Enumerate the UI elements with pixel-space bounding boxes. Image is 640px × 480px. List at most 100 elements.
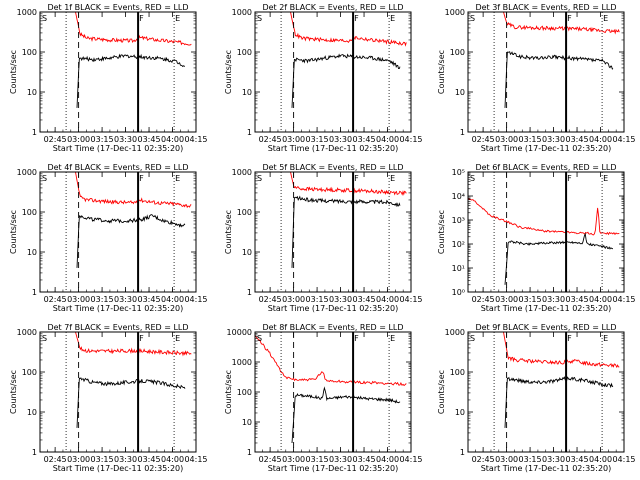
x-tick-label: 04:00 <box>589 135 612 144</box>
y-tick-label: 1000 <box>232 168 252 177</box>
y-tick-label: 10 <box>27 248 37 257</box>
x-tick-label: 03:00 <box>495 455 518 464</box>
marker-letter-s: S <box>470 334 475 343</box>
x-tick-label: 04:15 <box>399 135 422 144</box>
marker-letter-s: S <box>470 174 475 183</box>
x-tick-label: 03:00 <box>495 295 518 304</box>
x-tick-label: 04:00 <box>161 135 184 144</box>
y-axis-label: Counts/sec <box>9 370 18 414</box>
y-tick-label: 1000 <box>445 328 465 337</box>
marker-letter-e: E <box>603 334 608 343</box>
y-axis-label: Counts/sec <box>437 210 446 254</box>
y-tick-label: 1 <box>32 288 37 297</box>
y-tick-label: 1 <box>460 128 465 137</box>
x-tick-label: 03:15 <box>91 455 114 464</box>
x-axis-label: Start Time (17-Dec-11 02:35:20) <box>481 144 612 153</box>
y-tick-label: 1000 <box>17 328 37 337</box>
x-tick-label: 04:15 <box>612 455 635 464</box>
series-line-events <box>76 377 186 428</box>
y-tick-label: 100 <box>22 208 37 217</box>
x-axis-label: Start Time (17-Dec-11 02:35:20) <box>53 304 184 313</box>
x-tick-label: 03:15 <box>519 135 542 144</box>
y-tick-label: 1 <box>32 448 37 457</box>
plot-frame <box>254 171 412 293</box>
x-axis-label: Start Time (17-Dec-11 02:35:20) <box>53 464 184 473</box>
x-tick-label: 03:30 <box>114 295 137 304</box>
x-tick-label: 03:45 <box>138 135 161 144</box>
y-tick-label: 100 <box>22 368 37 377</box>
marker-letter-f: F <box>567 334 572 343</box>
x-tick-label: 03:45 <box>566 135 589 144</box>
series-line-lld <box>503 332 620 369</box>
y-tick-label: 100 <box>237 388 252 397</box>
series-line-events <box>76 53 186 108</box>
marker-letter-f: F <box>567 14 572 23</box>
marker-letter-s: S <box>42 14 47 23</box>
x-tick-label: 02:45 <box>472 455 495 464</box>
marker-letter-s: S <box>257 174 262 183</box>
marker-letter-e: E <box>175 14 180 23</box>
x-tick-label: 03:00 <box>495 135 518 144</box>
y-axis-label: Counts/sec <box>437 370 446 414</box>
series-line-lld <box>255 334 407 387</box>
plot-frame <box>39 171 197 293</box>
marker-letter-s: S <box>42 334 47 343</box>
plot-frame <box>467 171 625 293</box>
marker-letter-f: F <box>354 334 359 343</box>
y-tick-label: 100 <box>450 48 465 57</box>
x-tick-label: 02:45 <box>259 135 282 144</box>
x-tick-label: 03:15 <box>306 135 329 144</box>
x-tick-label: 02:45 <box>259 455 282 464</box>
x-tick-label: 03:00 <box>282 135 305 144</box>
marker-letter-e: E <box>390 334 395 343</box>
x-tick-label: 04:15 <box>184 135 207 144</box>
series-line-lld <box>290 12 407 47</box>
series-line-events <box>504 232 613 285</box>
x-tick-label: 03:15 <box>519 455 542 464</box>
series-line-lld <box>75 172 192 209</box>
x-tick-label: 03:15 <box>91 135 114 144</box>
y-tick-label: 1 <box>247 448 252 457</box>
series-line-events <box>76 214 186 268</box>
x-tick-label: 02:45 <box>472 135 495 144</box>
y-axis-label: Counts/sec <box>9 210 18 254</box>
y-tick-label: 10³ <box>452 216 465 225</box>
y-tick-label: 10⁰ <box>452 288 465 297</box>
chart-title: Det 2f BLACK = Events, RED = LLD <box>262 3 403 12</box>
x-tick-label: 04:15 <box>612 135 635 144</box>
x-tick-label: 03:15 <box>306 455 329 464</box>
plot-frame <box>39 11 197 133</box>
chart-title: Det 3f BLACK = Events, RED = LLD <box>475 3 616 12</box>
x-tick-label: 03:45 <box>353 295 376 304</box>
x-tick-label: 03:15 <box>519 295 542 304</box>
x-tick-label: 03:45 <box>353 455 376 464</box>
chart-title: Det 7f BLACK = Events, RED = LLD <box>47 323 188 332</box>
chart-title: Det 5f BLACK = Events, RED = LLD <box>262 163 403 172</box>
series-line-lld <box>503 12 620 35</box>
y-tick-label: 10 <box>455 408 465 417</box>
y-axis-label: Counts/sec <box>224 50 233 94</box>
x-tick-label: 04:00 <box>376 135 399 144</box>
chart-title: Det 8f BLACK = Events, RED = LLD <box>262 323 403 332</box>
series-line-events <box>504 376 614 428</box>
chart-title: Det 1f BLACK = Events, RED = LLD <box>47 3 188 12</box>
series-line-events <box>291 53 401 108</box>
marker-letter-e: E <box>175 174 180 183</box>
series-line-lld <box>290 172 407 196</box>
chart-title: Det 9f BLACK = Events, RED = LLD <box>475 323 616 332</box>
x-tick-label: 03:30 <box>542 295 565 304</box>
x-axis-label: Start Time (17-Dec-11 02:35:20) <box>481 464 612 473</box>
chart-title: Det 4f BLACK = Events, RED = LLD <box>47 163 188 172</box>
marker-letter-e: E <box>603 174 608 183</box>
series-line-events <box>291 195 401 268</box>
marker-letter-e: E <box>390 14 395 23</box>
x-tick-label: 03:45 <box>566 455 589 464</box>
x-tick-label: 03:30 <box>542 455 565 464</box>
x-tick-label: 04:00 <box>589 295 612 304</box>
y-tick-label: 1000 <box>17 168 37 177</box>
y-axis-label: Counts/sec <box>224 210 233 254</box>
